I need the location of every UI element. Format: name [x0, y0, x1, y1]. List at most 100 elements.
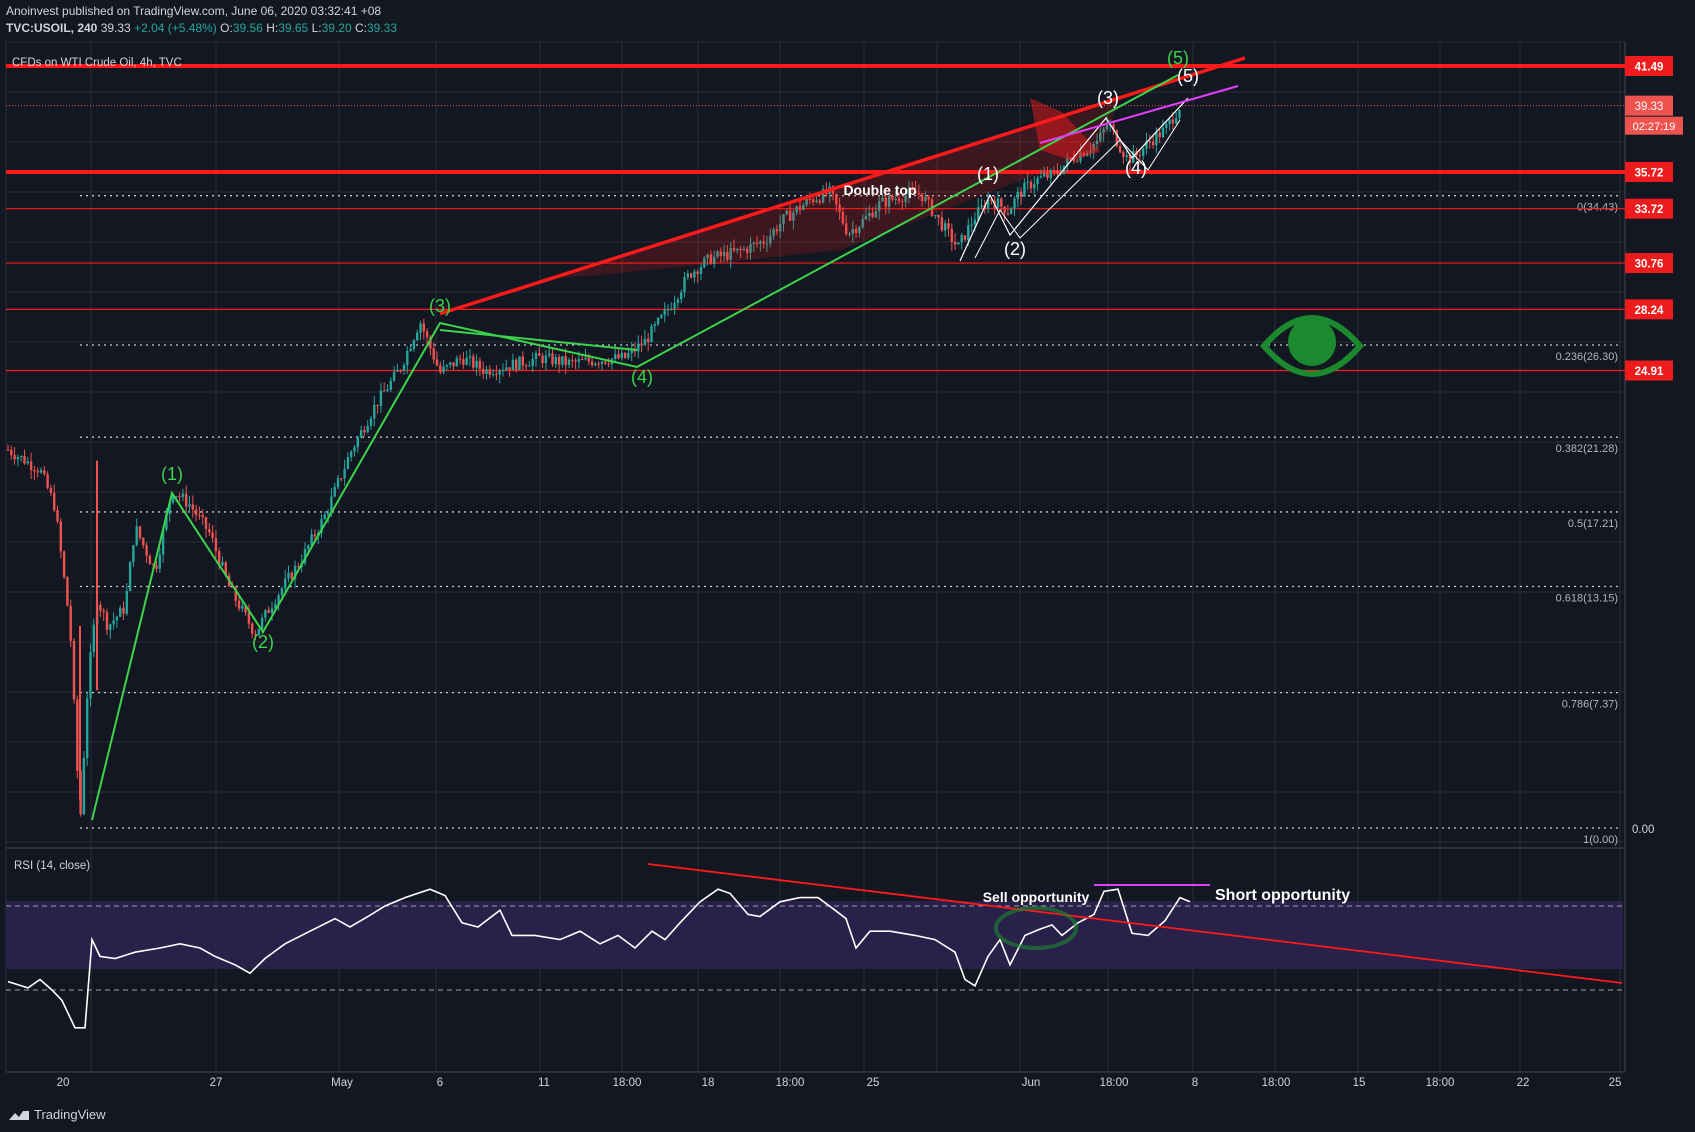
candle-body [821, 189, 825, 203]
candle-body [198, 514, 201, 516]
current-price-tag [1625, 95, 1673, 116]
candle-body [508, 367, 511, 370]
candle-body [663, 309, 666, 315]
green-wave-label: (4) [631, 367, 653, 387]
candle-body [1082, 152, 1085, 157]
candle-body [798, 206, 802, 210]
time-tick: 25 [867, 1077, 880, 1089]
candle-body [257, 628, 260, 636]
candle-body [168, 502, 171, 514]
candle-body [158, 554, 161, 569]
candle-body [155, 565, 158, 569]
candle-body [284, 578, 287, 589]
candle-body [297, 566, 300, 568]
current-price: 39.33 [1635, 101, 1664, 113]
candle-body [112, 620, 115, 625]
candle-body [676, 299, 680, 303]
candle-body [1115, 130, 1118, 146]
candle-body [805, 198, 808, 205]
white-wave-line [974, 119, 1181, 259]
candle-body [462, 359, 465, 365]
candle-body [960, 235, 963, 243]
time-tick: 20 [57, 1077, 70, 1089]
level-tag [1625, 161, 1673, 182]
candle-body [1118, 145, 1122, 153]
candle-body [511, 359, 515, 370]
candle-body [594, 363, 597, 366]
candle-body [736, 248, 739, 251]
candle-body [990, 199, 993, 201]
resistance-levels: 41.49 35.72 33.72 30.76 28.24 24.91 39.33 02:27… [6, 56, 1683, 381]
candle-body [1105, 125, 1109, 129]
candle-body [343, 468, 346, 479]
green-wave-label: (1) [161, 464, 183, 484]
green-wave-line [439, 329, 638, 351]
candle-body [779, 223, 782, 232]
candle-body [686, 273, 689, 278]
candle-body [868, 212, 871, 217]
candle-body [699, 267, 703, 275]
candle-body [878, 201, 881, 211]
candle-body [16, 457, 20, 460]
candle-body [383, 390, 386, 392]
candle-body [204, 517, 208, 530]
candle-body [752, 242, 755, 245]
eye-icon [1260, 315, 1364, 377]
candle-body [442, 366, 445, 373]
close-label: C: [354, 21, 367, 35]
footer-branding[interactable]: TradingView [8, 1107, 106, 1122]
candle-body [373, 404, 376, 419]
candle-body [501, 370, 505, 372]
candle-body [399, 370, 402, 372]
candle-body [861, 219, 864, 228]
time-tick: 18 [702, 1077, 715, 1089]
candle-body [772, 229, 775, 236]
high-value: 39.65 [278, 21, 309, 35]
candle-body [614, 354, 617, 359]
candle-body [26, 461, 29, 464]
fib-label: 0.786(7.37) [1562, 699, 1618, 711]
candle-body [429, 337, 432, 349]
time-tick: 27 [210, 1077, 223, 1089]
annotation-sell: Sell opportunity [983, 889, 1090, 905]
candle-body [350, 451, 353, 458]
candle-body [666, 309, 670, 311]
white-wave-label: (3) [1097, 88, 1119, 108]
candle-body [604, 361, 607, 364]
candle-body [363, 430, 366, 433]
candle-body [1013, 198, 1016, 209]
candle-body [356, 437, 359, 448]
candle-body [815, 200, 818, 203]
time-tick: 8 [1192, 1077, 1198, 1089]
candle-body [901, 201, 904, 203]
candle-body [359, 430, 363, 438]
candle-body [485, 369, 488, 374]
candle-body [650, 326, 653, 343]
candle-body [680, 292, 683, 300]
eye-iris [1288, 318, 1336, 366]
candle-body [135, 526, 138, 546]
candle-body [313, 534, 317, 537]
candle-body [1019, 191, 1023, 197]
level-price: 28.24 [1635, 305, 1664, 317]
candle-body [792, 212, 795, 221]
candle-body [56, 510, 59, 522]
candle-body [637, 343, 640, 352]
candle-body [858, 227, 861, 233]
candle-body [630, 348, 633, 354]
candle-body [871, 212, 874, 218]
candle-body [452, 362, 455, 367]
candle-body [287, 572, 290, 579]
candle-body [917, 193, 920, 195]
rsi-band [6, 901, 1623, 969]
candle-body [310, 534, 313, 546]
green-wave-line [91, 74, 1179, 821]
level-price: 41.49 [1635, 62, 1664, 74]
candle-body [1099, 132, 1102, 141]
candle-body [528, 365, 531, 367]
candle-body [531, 358, 534, 366]
candle-body [1092, 143, 1095, 151]
candle-body [218, 551, 221, 566]
candle-body [1085, 152, 1089, 157]
candle-body [689, 273, 693, 278]
